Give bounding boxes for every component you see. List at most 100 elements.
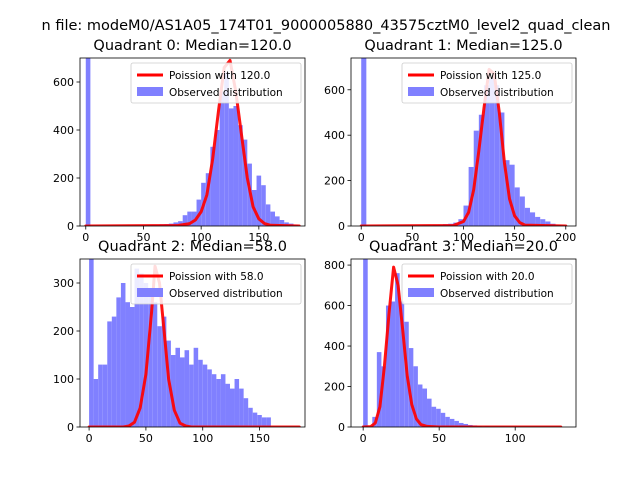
x-tick-label: 50 bbox=[405, 231, 419, 244]
histogram-bar bbox=[107, 321, 112, 427]
histogram-bar bbox=[408, 348, 414, 427]
legend-bar-swatch bbox=[137, 288, 163, 297]
histogram-bar bbox=[504, 160, 510, 226]
subplot-quadrant-3: 0 50 100 0 200 400 600 800 Poission with 20.0 Obs… bbox=[324, 239, 577, 445]
histogram-bar bbox=[148, 292, 153, 427]
subplot-title: Quadrant 2: Median=58.0 bbox=[98, 239, 287, 255]
histogram-bar bbox=[265, 204, 271, 226]
histogram-bar bbox=[399, 301, 405, 427]
histogram-bar bbox=[545, 221, 551, 226]
histogram-bar bbox=[210, 146, 215, 226]
histogram-bar bbox=[191, 211, 197, 226]
y-tick-label: 0 bbox=[67, 220, 74, 233]
histogram-bar bbox=[514, 187, 520, 226]
subplot-title: Quadrant 1: Median=125.0 bbox=[364, 38, 562, 54]
histogram-bar bbox=[134, 268, 140, 427]
legend-bar-swatch bbox=[137, 87, 163, 96]
y-tick-label: 600 bbox=[324, 300, 345, 313]
histogram-bar bbox=[261, 417, 267, 427]
histogram-bar bbox=[143, 283, 149, 427]
histogram-bar bbox=[489, 78, 495, 226]
y-tick-label: 600 bbox=[324, 84, 345, 97]
histogram-bar bbox=[390, 301, 396, 427]
x-tick-label: 100 bbox=[192, 432, 213, 445]
histogram-bar bbox=[266, 417, 271, 427]
y-tick-label: 800 bbox=[324, 259, 345, 272]
histogram-bar bbox=[234, 379, 240, 427]
histogram-bar bbox=[238, 125, 243, 226]
axes-frame bbox=[79, 258, 306, 428]
histogram-bar bbox=[198, 359, 203, 427]
y-tick-label: 200 bbox=[324, 175, 345, 188]
x-tick-label: 200 bbox=[555, 231, 576, 244]
histogram-bar bbox=[248, 407, 253, 427]
histogram-bar bbox=[161, 316, 167, 427]
legend-bar-swatch bbox=[408, 87, 434, 96]
histogram-bar bbox=[130, 307, 135, 427]
histogram-bar bbox=[422, 388, 428, 427]
histogram-bar bbox=[385, 305, 391, 427]
histogram-bar bbox=[363, 259, 368, 427]
legend-observed-label: Observed distribution bbox=[169, 288, 283, 300]
x-tick-label: 100 bbox=[505, 432, 526, 445]
legend-poisson-label: Poission with 125.0 bbox=[440, 70, 541, 82]
histogram-bar bbox=[261, 185, 266, 226]
subplot-quadrant-1: 0 50 100 150 200 0 200 400 600 Poission with 125.… bbox=[324, 38, 577, 244]
legend-observed-label: Observed distribution bbox=[440, 288, 554, 300]
histogram-bar bbox=[509, 164, 515, 226]
histogram-bar bbox=[184, 350, 190, 427]
histogram-bar bbox=[252, 412, 258, 427]
histogram-bar bbox=[189, 364, 194, 427]
histogram-bar bbox=[224, 72, 229, 226]
histogram-bar bbox=[85, 58, 91, 226]
observed-bars bbox=[89, 259, 271, 427]
histogram-bar bbox=[139, 273, 144, 427]
histogram-bar bbox=[215, 130, 220, 226]
histogram-bar bbox=[243, 398, 249, 427]
histogram-bar bbox=[93, 379, 99, 427]
y-tick-label: 200 bbox=[324, 381, 345, 394]
y-tick-label: 400 bbox=[53, 124, 74, 137]
x-tick-label: 50 bbox=[139, 432, 153, 445]
observed-bars bbox=[363, 259, 520, 427]
subplot-title: Quadrant 0: Median=120.0 bbox=[93, 38, 291, 54]
histogram-bar bbox=[102, 364, 108, 427]
x-tick-label: 0 bbox=[86, 432, 93, 445]
x-tick-label: 0 bbox=[358, 231, 365, 244]
legend-bar-swatch bbox=[408, 288, 434, 297]
histogram-bar bbox=[427, 398, 432, 427]
histogram-bar bbox=[275, 216, 280, 226]
y-tick-label: 400 bbox=[324, 340, 345, 353]
histogram-bar bbox=[116, 297, 121, 427]
legend-box bbox=[130, 62, 302, 104]
histogram-bar bbox=[529, 212, 536, 226]
legend: Poission with 20.0 Observed distribution bbox=[401, 263, 573, 305]
histogram-bar bbox=[458, 422, 464, 427]
x-tick-label: 150 bbox=[504, 231, 525, 244]
histogram-bar bbox=[125, 302, 130, 427]
x-tick-label: 50 bbox=[136, 231, 150, 244]
histogram-bar bbox=[120, 283, 126, 427]
histogram-bar bbox=[361, 58, 367, 226]
legend-box bbox=[130, 263, 302, 305]
legend: Poission with 125.0 Observed distribution bbox=[401, 62, 573, 104]
x-tick-label: 100 bbox=[453, 231, 474, 244]
histogram-bar bbox=[395, 273, 400, 427]
histogram-bar bbox=[535, 216, 541, 226]
y-tick-label: 400 bbox=[324, 129, 345, 142]
y-tick-label: 600 bbox=[53, 76, 74, 89]
subplot-quadrant-2: 0 50 100 150 0 100 200 300 Poission with 58.0 Obs… bbox=[53, 239, 306, 445]
histogram-bar bbox=[270, 211, 275, 226]
histogram-bar bbox=[216, 379, 221, 427]
histogram-bar bbox=[239, 388, 244, 427]
histogram-bar bbox=[211, 374, 217, 427]
histogram-bar bbox=[207, 369, 212, 427]
histogram-bar bbox=[478, 114, 484, 226]
histogram-bar bbox=[540, 219, 546, 226]
histogram-bar bbox=[519, 196, 525, 226]
histogram-bar bbox=[256, 175, 262, 226]
histogram-bar bbox=[436, 408, 441, 427]
legend-observed-label: Observed distribution bbox=[440, 87, 554, 99]
axes-frame bbox=[79, 57, 306, 227]
y-tick-label: 0 bbox=[338, 421, 345, 434]
